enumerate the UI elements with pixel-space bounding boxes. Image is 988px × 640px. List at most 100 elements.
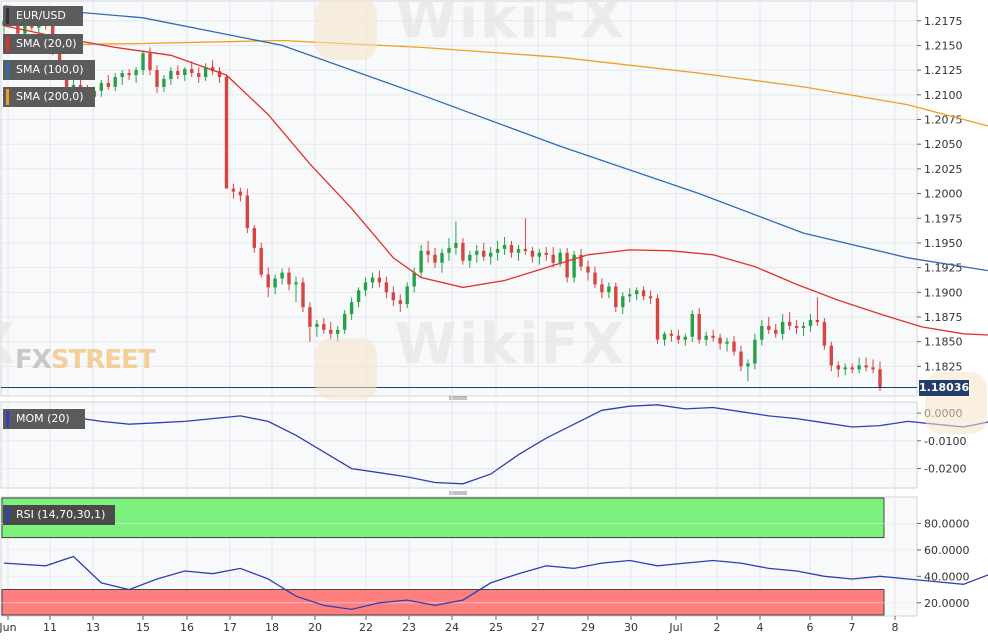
candle-body — [683, 336, 687, 340]
candle-body — [210, 67, 215, 72]
candle-body — [600, 284, 604, 293]
sma200-line — [3, 39, 988, 127]
candle-body — [99, 83, 103, 91]
candle-body — [815, 320, 820, 322]
candle-body — [621, 296, 625, 308]
candle-body — [655, 298, 660, 340]
momentum-y-tick-label: -0.0200 — [924, 463, 966, 476]
candle-body — [454, 242, 458, 248]
candle-body — [343, 314, 347, 330]
candle-body — [822, 321, 827, 346]
legend-sma100[interactable]: SMA (100,0) — [3, 60, 95, 80]
momentum-line — [3, 404, 988, 485]
candle-body — [426, 250, 430, 255]
candle-body — [259, 247, 263, 275]
candle-body — [356, 290, 361, 303]
candle-body — [732, 341, 736, 352]
candle-body — [516, 248, 521, 253]
x-tick-label: 18 — [265, 621, 279, 634]
legend-momentum-swatch — [6, 411, 9, 427]
candle-body — [315, 323, 319, 327]
rsi-y-tick-label: 60.0000 — [924, 544, 970, 557]
candle-body — [329, 329, 333, 334]
candle-body — [690, 314, 694, 337]
candle-body — [169, 71, 173, 79]
y-tick-label: 1.1975 — [924, 212, 963, 225]
candle-body — [628, 294, 632, 297]
fxstreet-logo: FXSTREET — [15, 345, 156, 375]
rsi-overbought-zone — [1, 497, 885, 539]
candle-body — [871, 367, 875, 370]
candle-body — [363, 282, 368, 291]
legend-symbol-swatch — [6, 8, 9, 24]
legend-sma200[interactable]: SMA (200,0) — [3, 87, 95, 107]
legend-sma100-label: SMA (100,0) — [16, 63, 84, 76]
legend-rsi-swatch — [6, 507, 9, 523]
x-tick-label: 7 — [849, 621, 856, 634]
main-pane — [0, 0, 918, 397]
y-tick-label: 1.1950 — [924, 237, 963, 250]
candle-body — [495, 248, 500, 253]
watermark-wikifx-logo-mid — [315, 338, 377, 400]
x-tick-label: 25 — [489, 621, 503, 634]
candle-body — [857, 365, 861, 370]
x-tick-label: Jun — [0, 621, 17, 634]
candle-body — [697, 314, 701, 340]
candle-body — [551, 254, 555, 263]
candle-body — [176, 71, 180, 75]
candle-body — [502, 244, 507, 249]
x-tick-label: Jul — [668, 621, 682, 634]
candle-body — [781, 321, 785, 334]
y-tick-label: 1.2050 — [924, 138, 963, 151]
candle-body — [162, 79, 166, 87]
legend-sma20[interactable]: SMA (20,0) — [3, 34, 83, 54]
candle-body — [648, 296, 653, 299]
y-tick-label: 1.1850 — [924, 336, 963, 349]
y-tick-label: 1.1875 — [924, 311, 963, 324]
x-tick-label: 6 — [807, 621, 814, 634]
candle-body — [433, 254, 437, 263]
candle-body — [794, 325, 799, 328]
candle-body — [558, 252, 562, 263]
candle-body — [155, 70, 159, 87]
x-tick-label: 11 — [43, 621, 57, 634]
legend-symbol[interactable]: EUR/USD — [3, 6, 83, 26]
candle-body — [377, 277, 382, 283]
candle-body — [419, 250, 423, 273]
legend-rsi[interactable]: RSI (14,70,30,1) — [3, 505, 115, 525]
candle-body — [475, 250, 479, 255]
y-tick-label: 1.1825 — [924, 360, 963, 373]
legend-momentum[interactable]: MOM (20) — [3, 409, 85, 429]
legend-momentum-label: MOM (20) — [16, 412, 70, 425]
candle-body — [78, 84, 83, 87]
y-tick-label: 1.2000 — [924, 188, 963, 201]
x-tick-label: 30 — [624, 621, 638, 634]
candle-body — [753, 339, 757, 364]
candle-body — [836, 365, 840, 370]
candle-body — [676, 335, 681, 340]
x-tick-label: 24 — [445, 621, 459, 634]
legend-sma20-label: SMA (20,0) — [16, 37, 77, 50]
watermark-wikifx-top: WikiFX — [395, 0, 626, 51]
legend-sma200-swatch — [6, 89, 9, 105]
x-tick-label: 8 — [892, 621, 899, 634]
candle-body — [565, 252, 569, 278]
candle-body — [405, 286, 409, 305]
candle-body — [245, 195, 249, 229]
candle-body — [523, 248, 528, 251]
candle-body — [266, 274, 270, 288]
candle-body — [808, 320, 813, 326]
candle-body — [614, 286, 618, 308]
candle-body — [349, 302, 354, 315]
candle-body — [134, 70, 138, 75]
candle-body — [231, 188, 236, 192]
candle-body — [398, 300, 402, 305]
candle-body — [461, 242, 465, 261]
candle-body — [224, 77, 229, 189]
candle-body — [878, 369, 882, 389]
sma100-line — [3, 5, 988, 272]
watermark-wikifx-left: X — [0, 312, 17, 377]
candle-body — [593, 272, 597, 285]
legend-sma20-swatch — [6, 36, 9, 52]
